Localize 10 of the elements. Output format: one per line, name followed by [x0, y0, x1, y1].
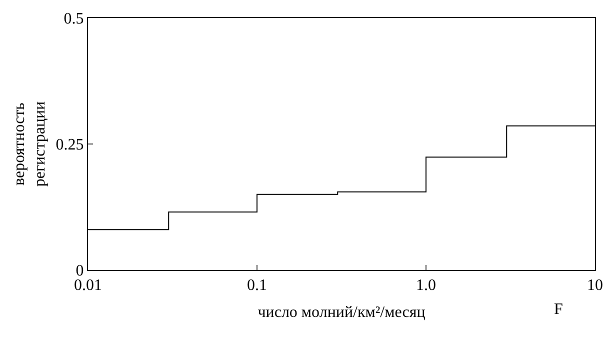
text: F: [554, 301, 563, 318]
x-axis-title: число молний/км²/месяц: [258, 304, 426, 321]
x-tick-label: 1.0: [416, 277, 436, 294]
y-axis-title: вероятность регистрации: [10, 100, 49, 187]
x-tick-label: 10: [587, 277, 603, 294]
x-tick-label: 0.1: [247, 277, 267, 294]
y-tick-label: 0: [76, 262, 84, 280]
y-tick-label: 0.25: [56, 136, 84, 154]
x-tick-label: 0.01: [74, 277, 102, 294]
y-tick-label: 0.5: [64, 10, 84, 28]
